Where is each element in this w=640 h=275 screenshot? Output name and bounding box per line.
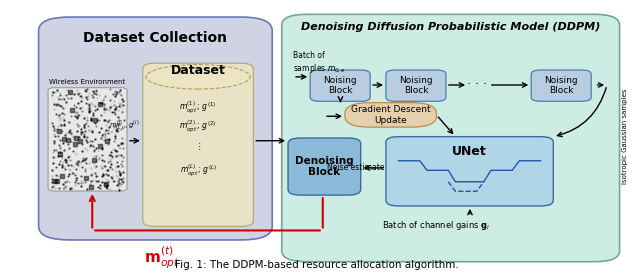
Text: Noising
Block: Noising Block [545,76,578,95]
FancyBboxPatch shape [48,88,127,191]
FancyBboxPatch shape [386,137,553,206]
FancyBboxPatch shape [143,63,253,226]
FancyBboxPatch shape [386,70,446,101]
Text: Dataset Collection: Dataset Collection [83,31,227,45]
FancyBboxPatch shape [282,14,620,262]
Text: Isotropic Gaussian samples: Isotropic Gaussian samples [621,89,628,184]
FancyBboxPatch shape [531,70,591,101]
FancyBboxPatch shape [288,138,361,195]
Text: $m_{opt}^{(1)}\,;\,g^{(1)}$: $m_{opt}^{(1)}\,;\,g^{(1)}$ [179,100,217,116]
FancyBboxPatch shape [345,103,436,127]
Text: $m_{opt}^{(L)}\,;\,g^{(L)}$: $m_{opt}^{(L)}\,;\,g^{(L)}$ [180,163,216,179]
Text: $m_{opt}^{(2)}\,;\,g^{(2)}$: $m_{opt}^{(2)}\,;\,g^{(2)}$ [179,119,217,135]
Text: Noise estimate: Noise estimate [328,163,385,172]
Text: Batch of channel gains $\mathbf{g}_i$: Batch of channel gains $\mathbf{g}_i$ [383,219,490,232]
Text: $m_{0,v}^{(i)}, g^{(i)}$: $m_{0,v}^{(i)}, g^{(i)}$ [109,119,140,133]
Ellipse shape [146,65,250,89]
Text: Gradient Descent
Update: Gradient Descent Update [351,105,431,125]
Text: Batch of
samples $m_{0,e}$: Batch of samples $m_{0,e}$ [293,51,346,75]
Text: $\vdots$: $\vdots$ [195,141,201,152]
Text: Noising
Block: Noising Block [399,76,433,95]
FancyBboxPatch shape [38,17,272,240]
Text: Fig. 1: The DDPM-based resource allocation algorithm.: Fig. 1: The DDPM-based resource allocati… [175,260,458,270]
Text: $\mathbf{m}_{opt}^{(t)}$: $\mathbf{m}_{opt}^{(t)}$ [144,244,180,271]
Text: Denoising
Block: Denoising Block [295,156,354,177]
FancyBboxPatch shape [310,70,370,101]
Text: Dataset: Dataset [171,64,225,76]
Text: Denoising Diffusion Probabilistic Model (DDPM): Denoising Diffusion Probabilistic Model … [301,23,600,32]
Text: Wireless Environment: Wireless Environment [49,79,125,85]
Text: · · ·: · · · [467,78,488,92]
Text: UNet: UNet [452,145,487,158]
Text: Noising
Block: Noising Block [323,76,357,95]
